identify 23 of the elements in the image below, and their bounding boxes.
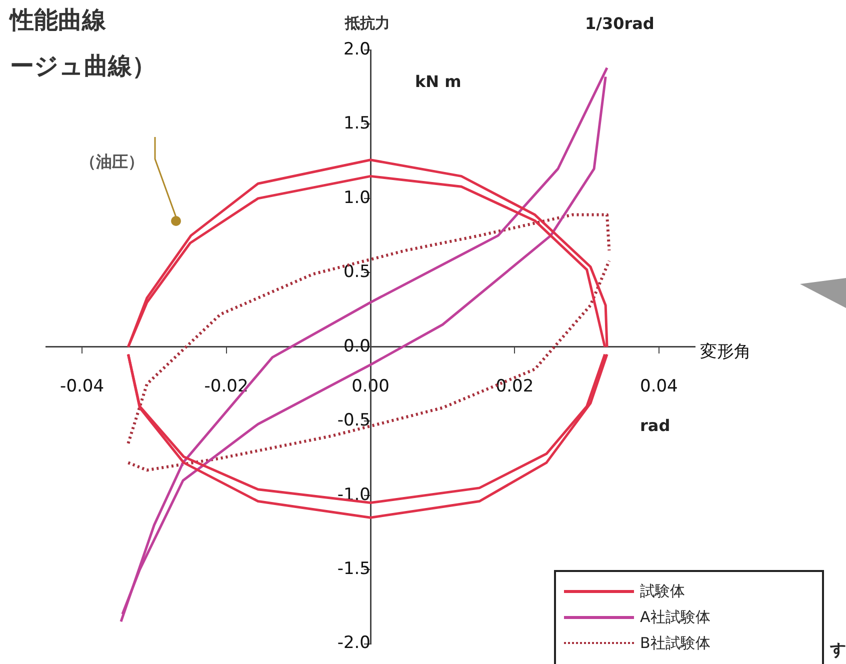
y-tick-label: 1.0 [343,188,370,208]
y-tick-label: 1.5 [343,114,370,134]
text: 1/30rad [585,14,654,33]
annotation: （油圧） [80,152,144,173]
x-tick-label: -0.04 [60,376,104,397]
x-tick-label: 0.02 [496,376,534,397]
annotation: rad [640,416,670,435]
x-axis-title: 変形角 [700,341,751,363]
legend-label: A社試験体 [640,608,710,626]
y-tick-label: -1.5 [337,558,370,579]
annotation: kN m [415,72,462,91]
legend-label: B社試験体 [640,634,710,652]
x-tick-label: 0.04 [640,376,678,397]
chart-subtitle: ージュ曲線） [10,51,156,82]
text: す [830,640,846,661]
x-tick-label: -0.02 [204,376,248,397]
legend-label: 試験体 [640,582,685,600]
y-tick-label: -2.0 [337,633,370,654]
chart-title: 性能曲線 [10,5,106,36]
y-tick-label: 2.0 [343,39,370,60]
y-tick-label: 0.5 [343,262,370,282]
y-tick-label: -0.5 [337,410,370,431]
y-axis-title: 抵抗力 [345,14,390,33]
